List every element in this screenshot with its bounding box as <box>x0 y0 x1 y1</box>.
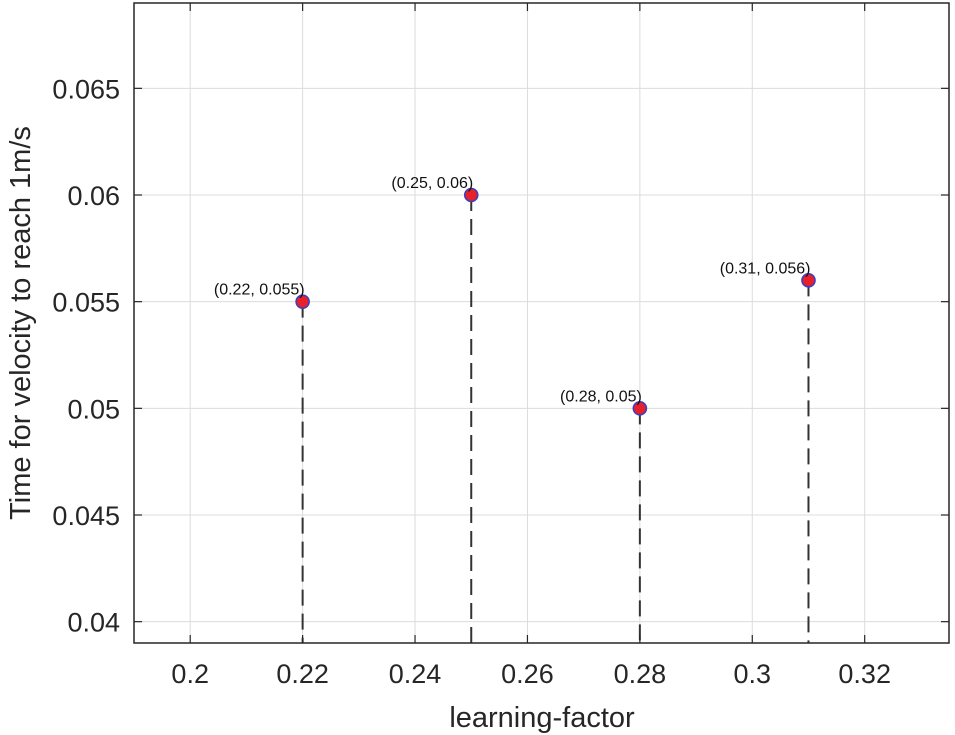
x-tick-label: 0.32 <box>838 659 891 689</box>
data-label: (0.22, 0.055) <box>214 282 305 299</box>
x-axis-label: learning-factor <box>449 702 635 734</box>
y-axis-label: Time for velocity to reach 1m/s <box>5 126 37 520</box>
y-tick-label: 0.065 <box>52 74 120 104</box>
y-tick-label: 0.05 <box>67 394 120 424</box>
data-point <box>801 273 816 288</box>
y-tick-label: 0.04 <box>67 608 120 638</box>
x-tick-label: 0.3 <box>734 659 772 689</box>
x-tick-label: 0.24 <box>389 659 442 689</box>
y-tick-label: 0.06 <box>67 181 120 211</box>
data-point <box>463 187 479 203</box>
data-point <box>632 401 648 416</box>
data-label: (0.28, 0.05) <box>560 388 642 405</box>
x-tick-label: 0.28 <box>614 659 667 689</box>
plot-area-frame <box>133 2 950 644</box>
x-tick-label: 0.2 <box>171 659 209 689</box>
point-labels: (0.22, 0.055) (0.25, 0.06) (0.28, 0.05) (0.… <box>214 175 811 405</box>
data-points <box>295 187 816 416</box>
y-tick-label: 0.055 <box>52 288 120 318</box>
data-point <box>295 294 310 309</box>
x-tick-label: 0.26 <box>501 659 554 689</box>
x-tick-label: 0.22 <box>276 659 329 689</box>
drop-lines <box>301 195 810 643</box>
grid <box>134 3 949 643</box>
y-tick-label: 0.045 <box>52 501 120 531</box>
axis-ticks: 0.2 0.22 0.24 0.26 0.28 0.3 0.32 0.04 0.045 0.05 0… <box>52 3 949 689</box>
data-label: (0.25, 0.06) <box>391 175 473 192</box>
data-label: (0.31, 0.056) <box>720 260 811 277</box>
